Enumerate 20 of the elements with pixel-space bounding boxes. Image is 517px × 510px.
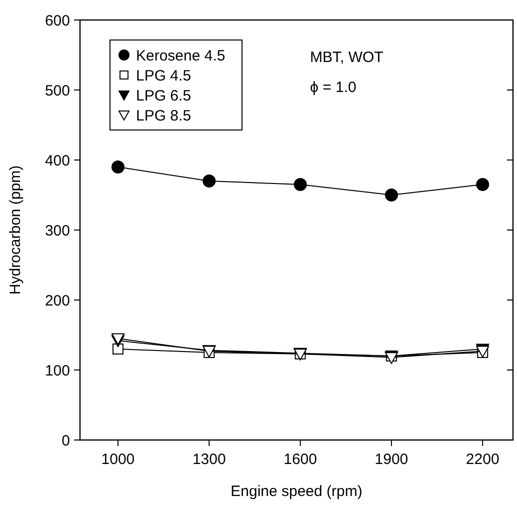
y-axis-title: Hydrocarbon (ppm) xyxy=(7,165,24,295)
y-tick-label: 500 xyxy=(44,82,70,100)
annotation: MBT, WOT xyxy=(310,49,384,66)
y-tick-label: 100 xyxy=(44,362,70,380)
y-tick-label: 400 xyxy=(44,152,70,170)
x-tick-label: 1600 xyxy=(284,451,317,468)
annotation: ϕ = 1.0 xyxy=(310,79,356,96)
x-tick-label: 1900 xyxy=(374,451,408,468)
legend-label: LPG 8.5 xyxy=(136,107,192,124)
legend-label: LPG 6.5 xyxy=(136,87,192,104)
y-tick-label: 600 xyxy=(44,12,70,30)
x-axis-title: Engine speed (rpm) xyxy=(230,483,362,500)
y-tick-label: 200 xyxy=(44,292,70,310)
x-tick-label: 1000 xyxy=(101,451,135,468)
y-tick-label: 300 xyxy=(44,222,70,240)
legend-label: LPG 4.5 xyxy=(136,67,192,84)
x-tick-label: 2200 xyxy=(466,451,500,468)
x-tick-label: 1300 xyxy=(192,451,226,468)
legend-label: Kerosene 4.5 xyxy=(136,47,226,64)
y-tick-label: 0 xyxy=(62,432,70,450)
